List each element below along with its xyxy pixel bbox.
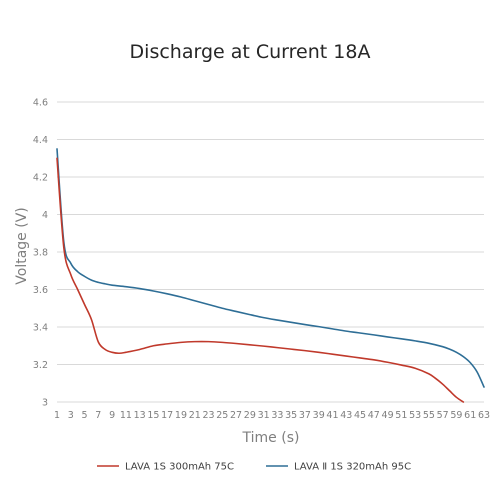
- x-tick-label: 43: [340, 410, 352, 421]
- x-tick-label: 5: [82, 410, 88, 421]
- series-lines: [56, 148, 485, 403]
- x-tick-label: 51: [395, 410, 407, 421]
- legend-label: LAVA Ⅱ 1S 320mAh 95C: [294, 462, 411, 473]
- x-tick-label: 21: [189, 410, 201, 421]
- x-tick-label: 55: [423, 410, 435, 421]
- x-tick-label: 3: [68, 410, 74, 421]
- y-tick-label: 4.6: [33, 98, 48, 109]
- x-tick-label: 1: [54, 410, 60, 421]
- y-tick-label: 4.4: [33, 135, 48, 146]
- x-tick-label: 33: [271, 410, 283, 421]
- y-axis-title: Voltage (V): [14, 207, 30, 284]
- x-tick-label: 37: [299, 410, 311, 421]
- x-tick-label: 59: [450, 410, 462, 421]
- series-line-1: [56, 157, 465, 403]
- x-tick-label: 49: [382, 410, 394, 421]
- x-tick-label: 39: [313, 410, 325, 421]
- gridlines: [57, 101, 484, 403]
- x-tick-label: 45: [354, 410, 366, 421]
- x-tick-label: 23: [202, 410, 214, 421]
- x-tick-label: 47: [368, 410, 380, 421]
- x-tick-label: 19: [175, 410, 187, 421]
- chart-title: Discharge at Current 18A: [130, 41, 371, 63]
- x-tick-label: 29: [244, 410, 256, 421]
- y-tick-label: 3.2: [33, 360, 48, 371]
- x-tick-label: 11: [120, 410, 132, 421]
- series-line-2: [56, 148, 485, 388]
- x-tick-label: 27: [230, 410, 242, 421]
- x-axis-title: Time (s): [242, 430, 300, 446]
- y-axis-ticks: 3 3.2 3.4 3.6 3.8 4 4.2 4.4 4.6: [33, 98, 48, 409]
- x-tick-label: 15: [147, 410, 159, 421]
- x-tick-label: 7: [95, 410, 101, 421]
- x-tick-label: 61: [464, 410, 476, 421]
- x-tick-label: 53: [409, 410, 421, 421]
- x-tick-label: 63: [478, 410, 490, 421]
- x-tick-label: 41: [326, 410, 338, 421]
- x-tick-label: 9: [109, 410, 115, 421]
- y-tick-label: 3.8: [33, 248, 48, 259]
- legend-label: LAVA 1S 300mAh 75C: [125, 462, 234, 473]
- x-tick-label: 17: [161, 410, 173, 421]
- y-tick-label: 4: [42, 210, 48, 221]
- y-tick-label: 3.6: [33, 285, 48, 296]
- y-tick-label: 4.2: [33, 173, 48, 184]
- y-tick-label: 3: [42, 398, 48, 409]
- x-tick-label: 35: [285, 410, 297, 421]
- x-axis-ticks: 1 3 5 7 9 11 13 15 17 19 21 23 25 27 29 31 33 35 37 39 41 43 4…: [54, 410, 490, 421]
- x-tick-label: 25: [216, 410, 228, 421]
- y-tick-label: 3.4: [33, 323, 48, 334]
- legend: LAVA 1S 300mAh 75C LAVA Ⅱ 1S 320mAh 95C: [97, 462, 411, 473]
- x-tick-label: 31: [258, 410, 270, 421]
- x-tick-label: 13: [134, 410, 146, 421]
- x-tick-label: 57: [437, 410, 449, 421]
